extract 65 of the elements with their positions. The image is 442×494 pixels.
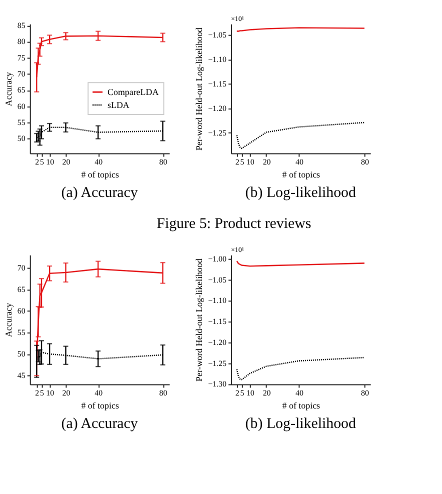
- y-tick-label: −1.25: [208, 358, 226, 368]
- caption: Figure 5: Product reviews: [156, 216, 312, 232]
- x-tick-label: 80: [360, 388, 369, 398]
- y-axis-title: Per-word Held-out Log-likelihood: [194, 27, 204, 151]
- y-tick-label: 85: [17, 20, 26, 30]
- y-tick-label: −1.05: [208, 275, 226, 284]
- y-tick-label: −1.05: [208, 30, 226, 40]
- x-tick-label: 10: [46, 158, 54, 167]
- x-tick-label: 2: [235, 388, 240, 398]
- y-tick-label: −1.15: [208, 79, 226, 88]
- y-tick-label: −1.10: [208, 296, 226, 306]
- y-tick-label: 80: [17, 37, 26, 46]
- x-tick-label: 80: [360, 158, 369, 167]
- text: (a) Accuracy: [61, 185, 138, 202]
- y-tick-label: 75: [17, 53, 26, 62]
- y-tick-label: 60: [17, 102, 26, 111]
- x-tick-label: 20: [262, 388, 271, 398]
- x-tick-label: 40: [94, 388, 103, 398]
- legend-label: sLDA: [108, 100, 130, 110]
- text: (a) Accuracy: [61, 416, 138, 432]
- x-tick-label: 40: [94, 158, 103, 167]
- y-tick-label: 70: [17, 263, 26, 272]
- x-tick-label: 2: [235, 158, 240, 167]
- x-tick-label: 80: [159, 388, 168, 398]
- y-tick-label: −1.20: [208, 338, 226, 347]
- y-tick-label: −1.15: [208, 317, 226, 326]
- x-tick-label: 10: [46, 388, 54, 398]
- y-axis-title: Accuracy: [3, 71, 14, 106]
- y-tick-label: 70: [17, 70, 26, 79]
- x-tick-label: 40: [296, 158, 304, 167]
- x-tick-label: 80: [159, 158, 168, 167]
- y-tick-label: 65: [17, 86, 26, 95]
- legend-label: CompareLDA: [108, 87, 160, 98]
- x-tick-label: 5: [40, 388, 44, 398]
- x-tick-label: 2: [35, 388, 40, 398]
- y-tick-label: 55: [17, 118, 26, 128]
- y-tick-label: −1.10: [208, 55, 226, 64]
- x-tick-label: 5: [240, 158, 244, 167]
- y-tick-label: 45: [17, 371, 26, 380]
- y-tick-label: −1.30: [208, 380, 226, 389]
- y-tick-label: 60: [17, 306, 26, 316]
- text: (b) Log-likelihood: [245, 185, 356, 202]
- y-axis-title: Accuracy: [3, 302, 14, 338]
- y-tick-label: −1.20: [208, 104, 226, 113]
- y-tick-label: −1.25: [208, 128, 226, 138]
- text: (b) Log-likelihood: [245, 416, 356, 432]
- x-axis-title: # of topics: [81, 400, 120, 411]
- x-tick-label: 40: [296, 388, 304, 398]
- y-tick-label: 55: [17, 328, 26, 337]
- x-tick-label: 20: [262, 158, 271, 167]
- x-axis-title: # of topics: [282, 170, 321, 180]
- x-tick-label: 20: [62, 158, 70, 167]
- x-tick-label: 5: [40, 158, 44, 167]
- x-axis-title: # of topics: [81, 170, 120, 180]
- x-tick-label: 5: [240, 388, 244, 398]
- y-tick-label: 65: [17, 284, 26, 294]
- y-axis-title: Per-word Held-out Log-likelihood: [194, 258, 204, 382]
- x-tick-label: 10: [246, 158, 254, 167]
- x-tick-label: 10: [246, 388, 254, 398]
- y-tick-label: 50: [17, 350, 26, 359]
- x-axis-title: # of topics: [282, 400, 321, 411]
- y-tick-label: −1.00: [208, 254, 226, 264]
- x-tick-label: 20: [62, 388, 70, 398]
- y-tick-label: 50: [17, 134, 26, 144]
- x-tick-label: 2: [35, 158, 40, 167]
